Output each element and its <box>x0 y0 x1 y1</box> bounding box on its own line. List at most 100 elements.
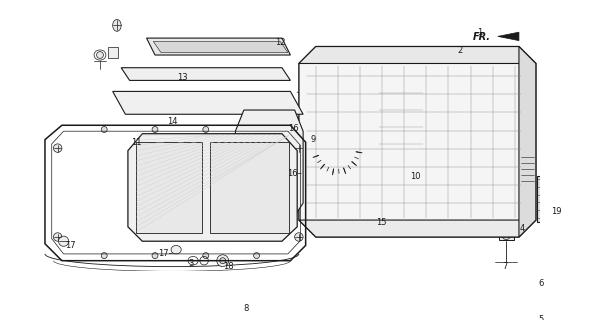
Ellipse shape <box>202 135 209 140</box>
Bar <box>462 133 491 155</box>
Bar <box>462 74 491 95</box>
Text: 12: 12 <box>275 38 286 47</box>
Bar <box>347 181 356 191</box>
Ellipse shape <box>171 245 181 254</box>
Text: 16–: 16– <box>287 169 302 178</box>
Bar <box>521 200 533 215</box>
Ellipse shape <box>230 44 240 52</box>
Ellipse shape <box>173 45 179 51</box>
Polygon shape <box>146 38 290 55</box>
Ellipse shape <box>203 45 209 51</box>
Ellipse shape <box>302 204 309 211</box>
Bar <box>318 128 339 143</box>
Text: 17–: 17– <box>158 249 173 258</box>
Bar <box>347 179 383 211</box>
Text: 6: 6 <box>538 279 544 288</box>
Text: 3: 3 <box>189 259 194 268</box>
Polygon shape <box>519 46 536 237</box>
Ellipse shape <box>112 20 121 31</box>
Ellipse shape <box>202 235 209 240</box>
Text: 4: 4 <box>519 224 525 233</box>
Ellipse shape <box>526 77 533 84</box>
Text: 19: 19 <box>551 207 562 216</box>
Bar <box>520 155 535 184</box>
Ellipse shape <box>101 126 107 132</box>
Ellipse shape <box>54 233 62 241</box>
Bar <box>317 101 340 119</box>
Ellipse shape <box>256 143 288 179</box>
Bar <box>182 69 196 78</box>
Ellipse shape <box>233 45 239 51</box>
Ellipse shape <box>203 126 209 132</box>
Polygon shape <box>299 220 536 237</box>
Ellipse shape <box>58 236 68 246</box>
Ellipse shape <box>302 119 309 126</box>
Ellipse shape <box>250 138 293 184</box>
Bar <box>412 47 422 54</box>
Ellipse shape <box>526 162 533 168</box>
Ellipse shape <box>218 98 227 107</box>
Bar <box>317 151 340 170</box>
Bar <box>317 126 340 145</box>
Ellipse shape <box>295 144 303 152</box>
Ellipse shape <box>256 44 266 52</box>
Ellipse shape <box>253 253 259 259</box>
Ellipse shape <box>526 119 533 126</box>
Polygon shape <box>121 68 290 80</box>
Text: 17: 17 <box>65 241 76 250</box>
Polygon shape <box>210 142 289 233</box>
Ellipse shape <box>152 235 158 240</box>
Text: 13: 13 <box>177 73 187 82</box>
Ellipse shape <box>261 98 270 107</box>
Bar <box>317 75 340 94</box>
Ellipse shape <box>295 233 303 241</box>
Polygon shape <box>112 92 303 114</box>
Ellipse shape <box>309 118 365 178</box>
Text: 8: 8 <box>244 304 249 313</box>
Polygon shape <box>299 46 536 237</box>
Bar <box>371 195 379 205</box>
Bar <box>370 47 380 54</box>
Polygon shape <box>498 32 519 41</box>
Polygon shape <box>136 142 202 233</box>
Ellipse shape <box>203 253 209 259</box>
Polygon shape <box>128 134 297 241</box>
Ellipse shape <box>253 135 260 140</box>
Ellipse shape <box>96 52 104 58</box>
Ellipse shape <box>217 255 228 267</box>
Ellipse shape <box>54 144 62 152</box>
Ellipse shape <box>319 195 330 203</box>
Ellipse shape <box>302 77 309 84</box>
Bar <box>377 84 424 161</box>
Ellipse shape <box>258 45 264 51</box>
Bar <box>493 47 503 54</box>
Bar <box>359 195 368 205</box>
Ellipse shape <box>152 135 158 140</box>
Bar <box>318 102 339 118</box>
Ellipse shape <box>524 204 531 211</box>
Ellipse shape <box>152 126 158 132</box>
Ellipse shape <box>101 253 107 259</box>
Bar <box>359 181 368 191</box>
Bar <box>537 176 553 222</box>
Ellipse shape <box>201 44 211 52</box>
Text: 15: 15 <box>377 218 387 227</box>
Ellipse shape <box>273 44 283 52</box>
Text: 18: 18 <box>223 262 234 271</box>
Bar <box>347 195 356 205</box>
Bar <box>328 47 338 54</box>
Bar <box>290 118 302 133</box>
Text: 2: 2 <box>457 46 462 55</box>
Text: 5: 5 <box>538 316 544 320</box>
Bar <box>108 46 118 58</box>
Ellipse shape <box>502 231 511 240</box>
Text: FR.: FR. <box>473 32 491 42</box>
Ellipse shape <box>253 235 260 240</box>
Ellipse shape <box>152 253 158 259</box>
Ellipse shape <box>526 204 533 211</box>
Bar <box>371 181 379 191</box>
Ellipse shape <box>220 258 226 264</box>
Bar <box>318 77 339 92</box>
Text: 11: 11 <box>131 138 142 147</box>
Bar <box>140 69 154 78</box>
